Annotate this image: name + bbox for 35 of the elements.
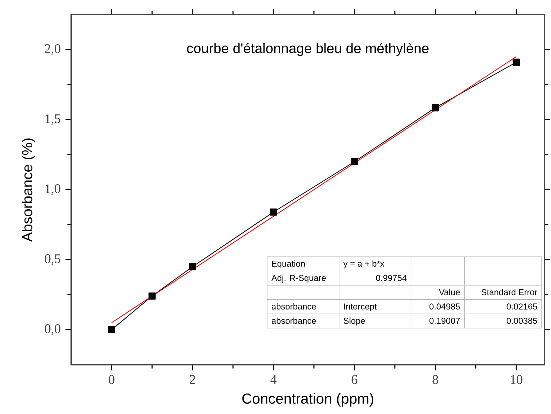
annotation: Slope	[344, 318, 366, 326]
annotation: 0.19007	[430, 318, 460, 324]
annotation: 0.02165	[506, 304, 538, 310]
point	[189, 264, 196, 271]
point	[512, 59, 520, 66]
annotation: y = a + b*x	[344, 260, 385, 269]
point	[108, 326, 116, 334]
annotation: absorbance	[272, 318, 316, 324]
annotation: Standard Error	[482, 289, 538, 296]
y-tick-label: 0,5	[45, 254, 61, 266]
annotation: absorbance	[272, 304, 316, 310]
point	[351, 158, 358, 166]
annotation: Intercept	[344, 304, 377, 312]
x-tick-label: 10	[511, 376, 523, 384]
x-axis-title: Concentration (ppm)	[242, 394, 374, 408]
annotation: 0.04985	[430, 304, 460, 310]
point	[270, 208, 278, 216]
point	[432, 104, 440, 112]
point	[148, 292, 156, 300]
text: courbe d'étalonnage bleu de méthylène	[187, 43, 429, 56]
annotation: Equation	[272, 260, 305, 269]
y-tick-label: 0,0	[45, 324, 61, 336]
x-tick-label: 2	[190, 376, 196, 384]
y-tick-label: 1,5	[46, 114, 61, 126]
x-tick-label: 6	[352, 376, 358, 384]
x-tick-label: 8	[432, 376, 438, 384]
x-tick-label: 4	[270, 375, 277, 384]
y-axis-title: Absorbance (%)	[22, 138, 36, 242]
y-tick-label: 1,0	[46, 184, 61, 196]
annotation: 0.99754	[376, 275, 407, 282]
annotation: Value	[439, 289, 460, 296]
x-tick-label: 0	[109, 376, 115, 384]
y-tick-label: 2,0	[45, 44, 61, 56]
annotation: 0.00385	[506, 318, 538, 324]
annotation: Adj. R-Square	[272, 275, 326, 284]
